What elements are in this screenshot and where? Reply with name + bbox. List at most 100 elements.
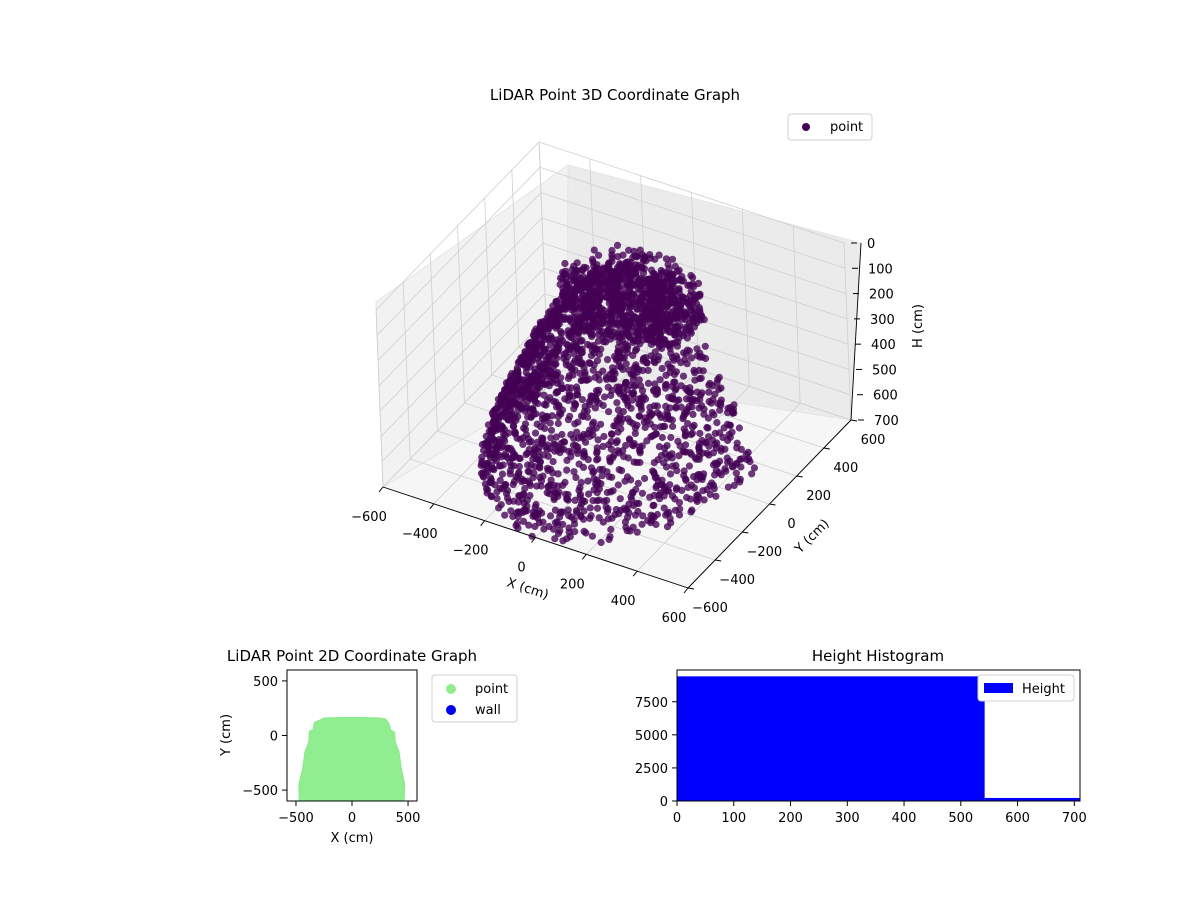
point-2585 — [559, 537, 567, 545]
point-121 — [694, 279, 703, 287]
y-tick-label-4: 200 — [806, 489, 831, 504]
point-2416 — [595, 485, 604, 493]
point-723 — [689, 305, 697, 313]
point-145 — [668, 270, 677, 278]
point-1439 — [559, 293, 568, 301]
point-2306 — [584, 477, 592, 485]
point-1519 — [675, 452, 683, 460]
point-1881 — [661, 449, 669, 457]
y-axis-label-2d: Y (cm) — [219, 714, 234, 757]
legend-point-marker-2d — [446, 684, 456, 694]
chart-histogram: Height Histogram 0 100 200 300 400 500 600 700 … — [635, 647, 1087, 826]
x-tick-label-hist-3: 300 — [835, 811, 860, 826]
point-2194 — [495, 425, 504, 433]
point-2093 — [592, 395, 600, 403]
point-1270 — [658, 364, 666, 373]
point-2393 — [501, 452, 509, 460]
point-2247 — [598, 472, 606, 480]
plot-frame-hist — [676, 669, 1081, 802]
legend-point-label-2d: point — [475, 682, 508, 697]
point-2511 — [496, 484, 504, 492]
point-1741 — [617, 363, 625, 371]
point-2226 — [548, 412, 556, 420]
point-1317 — [664, 314, 672, 322]
point-993 — [656, 376, 664, 384]
point-1719 — [669, 462, 677, 470]
point-1410 — [695, 445, 703, 453]
point-1925 — [654, 456, 662, 464]
y-tick-label-2: −200 — [746, 545, 782, 560]
point-2239 — [505, 429, 513, 437]
z-ticks-3d: 0 100 200 300 400 500 600 700 — [851, 237, 899, 429]
point-1483 — [638, 312, 646, 320]
point-2596 — [540, 525, 548, 533]
point-1502 — [644, 366, 652, 374]
point-1544 — [615, 307, 623, 315]
point-2592 — [529, 512, 537, 520]
point-512 — [671, 288, 679, 296]
y-tick-label-2d-2: 500 — [253, 675, 278, 690]
point-2224 — [639, 512, 647, 520]
point-2148 — [593, 449, 601, 457]
point-2434 — [487, 478, 495, 486]
point-1432 — [680, 425, 688, 433]
point-489 — [608, 268, 616, 276]
point-912 — [679, 372, 688, 380]
point-1696 — [690, 484, 699, 492]
point-2179 — [608, 430, 616, 438]
point-1727 — [637, 382, 645, 390]
point-2516 — [518, 475, 526, 483]
point-2023 — [614, 406, 623, 414]
point-2248 — [615, 466, 623, 474]
point-2426 — [516, 454, 524, 463]
y-tick-label-1: −400 — [719, 573, 755, 588]
x-tick-mark-5 — [632, 570, 638, 577]
point-324 — [608, 257, 616, 266]
point-2374 — [504, 444, 512, 452]
point-879 — [724, 458, 732, 466]
point-2094 — [666, 514, 674, 523]
point-2535 — [537, 482, 545, 490]
point-966 — [724, 483, 733, 491]
point-2348 — [516, 435, 524, 443]
point-2120 — [507, 407, 515, 416]
point-999 — [703, 423, 711, 432]
x-axis-label-2d: X (cm) — [331, 831, 374, 846]
point-2200 — [570, 399, 578, 407]
point-1992 — [549, 363, 557, 371]
point-649 — [696, 375, 704, 383]
point-2390 — [589, 497, 597, 505]
x-tick-mark-2 — [480, 520, 486, 526]
point-1077 — [585, 290, 593, 298]
point-2121 — [663, 523, 672, 531]
point-2436 — [572, 473, 580, 482]
point-2580 — [531, 522, 539, 531]
point-1920 — [586, 359, 594, 367]
point-1520 — [692, 455, 700, 463]
point-319 — [671, 277, 680, 285]
point-2250 — [599, 442, 607, 450]
point-2373 — [589, 468, 597, 476]
y-tick-label-0: −600 — [692, 601, 728, 616]
x-tick-label-2d-2: 500 — [396, 811, 421, 826]
point-2555 — [523, 496, 532, 504]
point-495 — [579, 266, 587, 274]
point-2258 — [532, 410, 540, 418]
point-2192 — [638, 489, 647, 497]
point-2414 — [499, 461, 507, 469]
point-27 — [625, 246, 633, 254]
legend-point-marker — [802, 123, 810, 131]
point-2225 — [610, 451, 618, 459]
point-2219 — [574, 418, 582, 426]
point-2308 — [493, 445, 501, 454]
point-1648 — [578, 314, 586, 322]
z-tick-label-4: 400 — [871, 338, 896, 353]
point-2276 — [606, 458, 614, 466]
point-1260 — [633, 305, 642, 313]
point-90 — [687, 271, 695, 280]
point-1626 — [632, 330, 641, 338]
x-tick-mark-1 — [429, 503, 435, 510]
point-1887 — [641, 423, 649, 432]
point-1829 — [528, 358, 536, 366]
point-1716 — [557, 334, 565, 342]
